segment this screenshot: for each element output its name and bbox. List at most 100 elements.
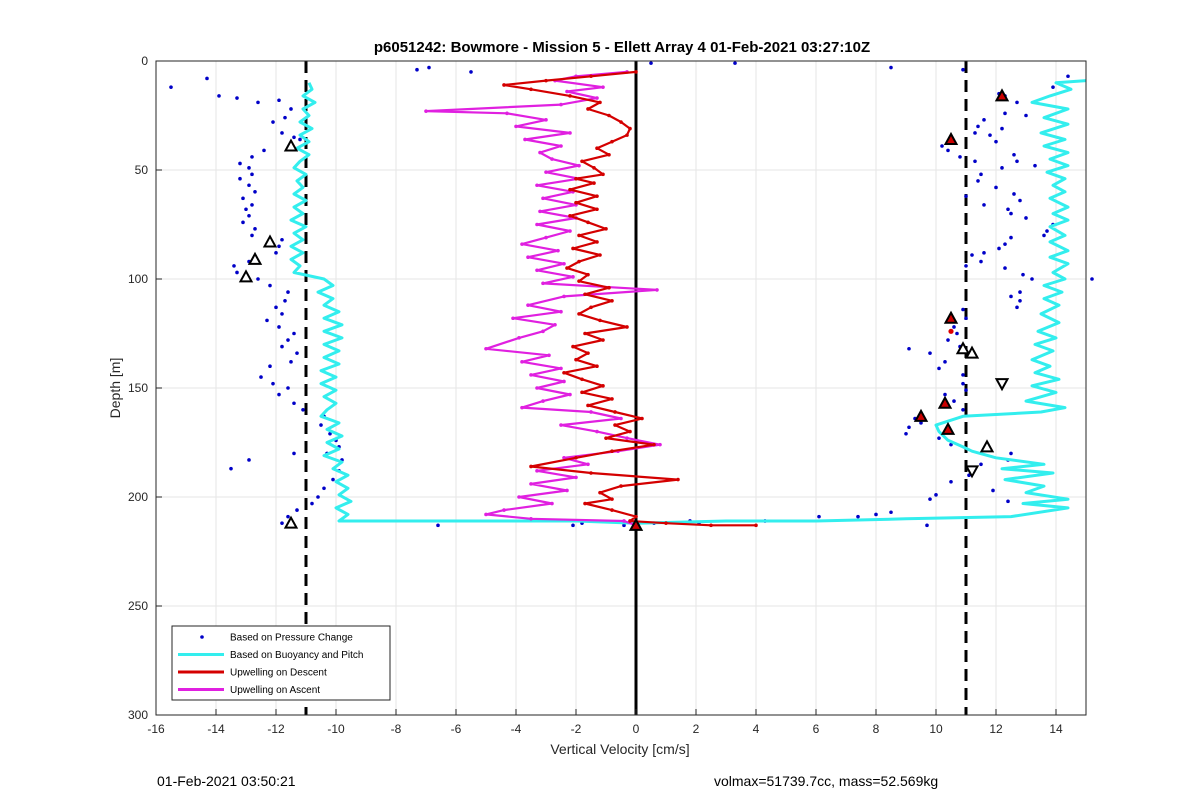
upwelling-descent-point xyxy=(598,100,602,105)
triangle-up-marker xyxy=(283,138,299,152)
upwelling-ascent-point xyxy=(526,255,530,259)
reference-lines xyxy=(304,61,968,715)
upwelling-ascent-point xyxy=(553,322,557,327)
upwelling-ascent-point xyxy=(520,360,524,364)
upwelling-descent-point xyxy=(568,94,572,98)
triangle-up-marker xyxy=(628,517,644,531)
upwelling-descent-point xyxy=(568,187,572,192)
pressure-change-point xyxy=(961,307,965,312)
upwelling-ascent-point xyxy=(424,109,428,113)
upwelling-descent-point xyxy=(607,152,611,157)
y-axis-ticks: 0 50 100 150 200 250 300 xyxy=(128,54,162,722)
pressure-change-point xyxy=(268,283,272,288)
upwelling-ascent-point xyxy=(526,303,530,307)
series-upwelling-descent xyxy=(502,70,758,528)
upwelling-descent-point xyxy=(652,442,656,447)
upwelling-ascent-point xyxy=(544,170,548,174)
pressure-change-point xyxy=(1009,211,1013,216)
pressure-change-point xyxy=(856,514,860,519)
pressure-change-point xyxy=(1003,242,1007,246)
upwelling-ascent-point xyxy=(520,242,524,246)
pressure-change-point xyxy=(976,124,980,129)
upwelling-descent-point xyxy=(598,490,602,495)
upwelling-ascent-point xyxy=(568,392,572,397)
pressure-change-point xyxy=(949,479,953,484)
triangle-up-marker xyxy=(283,515,299,529)
pressure-change-point xyxy=(955,331,959,336)
upwelling-ascent-point xyxy=(502,508,506,512)
pressure-change-point xyxy=(874,512,878,517)
upwelling-descent-point xyxy=(628,519,632,523)
upwelling-descent-point xyxy=(598,253,602,257)
pressure-change-point xyxy=(274,251,278,255)
pressure-change-point xyxy=(280,312,284,316)
upwelling-ascent-point xyxy=(568,131,572,135)
pressure-change-point xyxy=(940,144,944,148)
pressure-change-point xyxy=(292,135,296,140)
pressure-change-point xyxy=(277,244,281,249)
upwelling-descent-point xyxy=(574,455,578,460)
y-axis-label: Depth [m] xyxy=(107,358,123,419)
pressure-change-point xyxy=(982,118,986,122)
series-pressure-change xyxy=(169,61,1094,528)
legend-swatch-dot xyxy=(200,635,204,639)
pressure-change-point xyxy=(1018,198,1022,203)
x-axis-label: Vertical Velocity [cm/s] xyxy=(550,741,689,757)
upwelling-ascent-point xyxy=(655,288,659,292)
pressure-change-point xyxy=(253,227,257,231)
pressure-change-point xyxy=(1003,111,1007,116)
pressure-change-point xyxy=(1009,451,1013,456)
pressure-change-point xyxy=(622,523,626,528)
pressure-change-point xyxy=(982,203,986,207)
upwelling-descent-point xyxy=(589,471,593,475)
upwelling-descent-point xyxy=(754,523,758,528)
upwelling-descent-point xyxy=(664,521,668,525)
x-tick-label: -2 xyxy=(571,722,582,736)
upwelling-ascent-point xyxy=(619,416,623,421)
pressure-change-point xyxy=(1015,305,1019,310)
pressure-change-point xyxy=(958,155,962,159)
upwelling-descent-point xyxy=(583,292,587,297)
pressure-change-point xyxy=(1045,229,1049,233)
upwelling-descent-point xyxy=(610,397,614,401)
pressure-change-point xyxy=(994,139,998,144)
pressure-change-point xyxy=(331,477,335,482)
pressure-change-point xyxy=(286,514,290,519)
x-tick-label: 8 xyxy=(873,722,880,736)
pressure-change-point xyxy=(979,462,983,467)
pressure-change-point xyxy=(256,277,260,281)
upwelling-ascent-point xyxy=(520,405,524,410)
upwelling-descent-point xyxy=(544,78,548,83)
marker-layer xyxy=(238,88,1010,531)
upwelling-ascent-point xyxy=(535,469,539,473)
pressure-change-point xyxy=(925,523,929,528)
pressure-change-point xyxy=(928,497,932,501)
upwelling-ascent-point xyxy=(544,118,548,122)
upwelling-ascent-point xyxy=(562,294,566,299)
pressure-change-point xyxy=(952,399,956,403)
pressure-change-point xyxy=(283,115,287,120)
upwelling-descent-point xyxy=(604,227,608,231)
x-tick-label: -8 xyxy=(391,722,402,736)
upwelling-ascent-point xyxy=(484,346,488,351)
pressure-change-point xyxy=(295,351,299,355)
upwelling-ascent-point xyxy=(535,222,539,227)
triangle-up-marker xyxy=(979,439,995,453)
pressure-change-point xyxy=(316,495,320,499)
legend-entry-label: Based on Pressure Change xyxy=(230,633,353,644)
series-upwelling-ascent xyxy=(424,70,662,528)
upwelling-ascent-point xyxy=(559,366,563,371)
pressure-change-point xyxy=(259,375,263,379)
legend-box xyxy=(171,625,391,701)
pressure-change-point xyxy=(991,488,995,493)
pressure-change-point xyxy=(298,137,302,142)
legend-entry-label: Upwelling on Ascent xyxy=(230,685,320,696)
pressure-change-point xyxy=(1015,159,1019,164)
pressure-change-point xyxy=(235,96,239,100)
pressure-change-point xyxy=(286,290,290,294)
upwelling-descent-point xyxy=(592,166,596,170)
pressure-change-point xyxy=(1012,152,1016,157)
upwelling-ascent-point xyxy=(589,410,593,414)
upwelling-descent-point xyxy=(577,312,581,316)
pressure-change-point xyxy=(889,510,893,515)
